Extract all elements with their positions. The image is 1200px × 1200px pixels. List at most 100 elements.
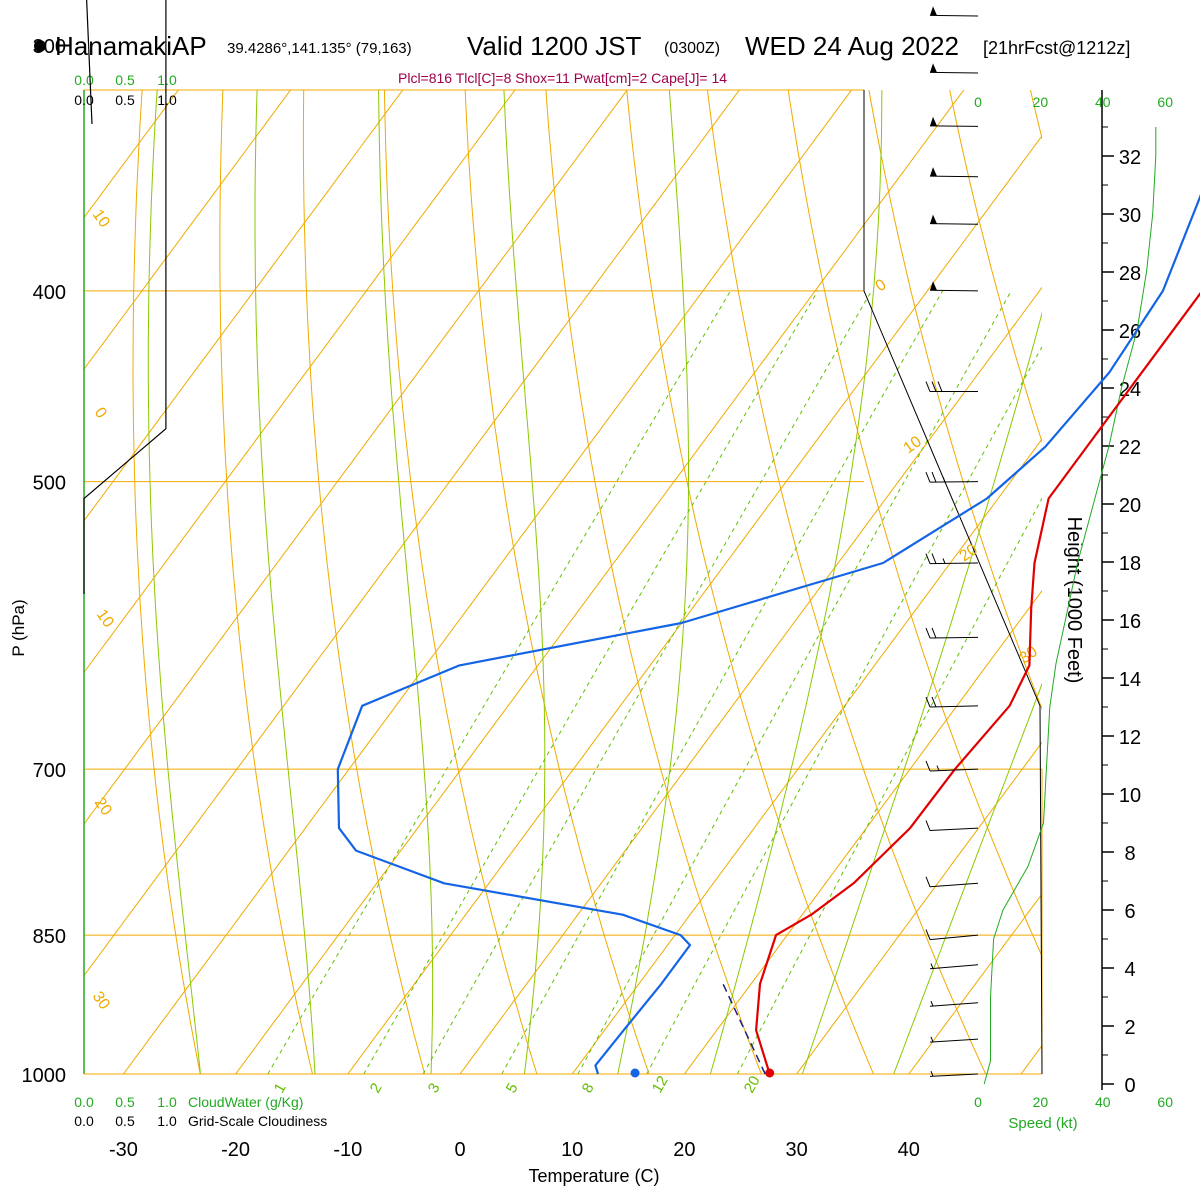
wind-barb-pennant — [930, 167, 937, 177]
mixing-ratio-line — [501, 290, 944, 1074]
cloud-water-label: CloudWater (g/Kg) — [188, 1094, 303, 1110]
mixing-ratio-line — [267, 290, 731, 1074]
wind-barb — [925, 876, 979, 888]
upper-boundary-line — [863, 290, 1043, 1075]
height-tick-label: 20 — [1119, 495, 1141, 517]
wind-barb-staff — [929, 175, 979, 178]
speed-axis-label: Speed (kt) — [1008, 1115, 1077, 1132]
speed-tick-bottom: 60 — [1157, 1094, 1173, 1110]
wind-barb-full — [925, 627, 931, 639]
wind-barb-full — [925, 929, 931, 940]
wind-barb-pennant — [930, 63, 937, 73]
isotherm-label: 30 — [89, 989, 113, 1013]
wind-barb — [925, 471, 979, 483]
dry-adiabat-line — [706, 90, 987, 1074]
temperature-tick-label: 30 — [785, 1139, 807, 1161]
wind-barb-full — [925, 696, 931, 708]
wind-barb — [925, 820, 979, 832]
isotherm-line — [908, 893, 1042, 1074]
pressure-tick-label: 850 — [33, 926, 66, 948]
valid-time-utc: (0300Z) — [664, 40, 721, 57]
wind-barb-half — [936, 765, 940, 771]
wind-barb — [929, 963, 979, 970]
wind-barb-staff — [929, 71, 979, 74]
wind-barb — [929, 281, 979, 292]
wind-barb-staff — [929, 223, 979, 225]
wind-barb-staff — [929, 768, 979, 772]
pressure-tick-label: 400 — [33, 282, 66, 304]
wind-barb-staff — [929, 1038, 979, 1043]
isotherm-line — [84, 90, 516, 674]
speed-tick-top: 40 — [1095, 94, 1111, 110]
temperature-tick-label: -30 — [109, 1139, 138, 1161]
wind-barb-full — [925, 553, 931, 564]
surface-dewpoint-marker — [630, 1068, 640, 1078]
wind-barb-half — [930, 963, 934, 969]
height-tick-label: 2 — [1124, 1017, 1135, 1039]
speed-tick-bottom: 20 — [1033, 1094, 1049, 1110]
dry-adiabat-line — [545, 90, 762, 1074]
wind-barb-staff — [929, 562, 979, 565]
wind-barb-full — [931, 471, 937, 483]
temperature-tick-label: 0 — [454, 1139, 465, 1161]
isotherm-line — [235, 90, 965, 1074]
wind-barb-full — [925, 471, 931, 483]
x-axis-label: Temperature (C) — [528, 1166, 659, 1186]
y-axis-label: P (hPa) — [9, 599, 28, 656]
wind-barb-staff — [929, 1002, 979, 1007]
moist-adiabat-line — [503, 90, 546, 1074]
wind-barb — [925, 696, 979, 708]
dry-adiabat-line — [1134, 0, 1200, 1116]
isotherm-line — [1020, 1044, 1042, 1074]
forecast-cycle: [21hrFcst@1212z] — [983, 38, 1131, 58]
isotherm-label: 20 — [91, 795, 115, 819]
wind-barb-staff — [929, 827, 979, 832]
mixing-ratio-label: 5 — [503, 1080, 522, 1096]
height-tick-label: 10 — [1119, 785, 1141, 807]
cloudiness-tick-top: 0.5 — [115, 92, 135, 108]
wind-barb-pennant — [930, 214, 937, 224]
wind-barb-full — [925, 820, 931, 831]
cloudiness-tick-bottom: 1.0 — [157, 1113, 177, 1129]
wind-barb-staff — [929, 481, 979, 483]
wind-barb-full — [937, 381, 943, 392]
wind-barb-full — [925, 876, 931, 887]
temperature-tick-label: 20 — [673, 1139, 695, 1161]
moist-adiabat-line — [893, 682, 1042, 1074]
wind-barb-full — [931, 381, 937, 392]
mixing-ratio-label: 8 — [579, 1080, 598, 1096]
pressure-tick-label: 1000 — [22, 1065, 67, 1087]
dry-adiabat-line — [464, 90, 650, 1074]
height-tick-label: 28 — [1119, 263, 1141, 285]
speed-tick-bottom: 40 — [1095, 1094, 1111, 1110]
cloud-water-tick-top: 0.5 — [115, 72, 135, 88]
dry-adiabat-line — [868, 90, 1042, 711]
dry-adiabat-line — [1029, 90, 1042, 141]
height-tick-label: 14 — [1119, 669, 1141, 691]
height-tick-label: 18 — [1119, 553, 1141, 575]
speed-tick-bottom: 0 — [974, 1094, 982, 1110]
isotherm-line — [84, 90, 740, 977]
wind-barb — [925, 553, 979, 565]
wind-barb — [925, 929, 979, 941]
wind-barb — [929, 6, 979, 17]
wind-barb — [925, 627, 979, 639]
wind-barb — [929, 167, 979, 178]
parcel-path-line — [722, 983, 766, 1075]
isotherm-label: 10 — [901, 433, 925, 457]
cloudiness-tick-top: 0.0 — [74, 92, 94, 108]
mixing-ratio-label: 3 — [425, 1080, 444, 1096]
wind-speed-profile-line — [983, 127, 1157, 1085]
wind-barb-staff — [929, 636, 979, 639]
wind-barb-half — [930, 1000, 934, 1007]
dry-adiabat-line — [787, 90, 1042, 958]
mixing-ratio-label: 12 — [649, 1073, 672, 1096]
isotherm-label: 10 — [89, 207, 113, 231]
temperature-tick-label: 10 — [561, 1139, 583, 1161]
moist-adiabat-line — [801, 311, 1042, 1074]
isotherm-line — [84, 90, 628, 825]
height-tick-label: 16 — [1119, 611, 1141, 633]
wind-barb-pennant — [930, 116, 937, 126]
isotherm-line — [0, 0, 103, 1074]
wind-barb-staff — [929, 1073, 979, 1077]
